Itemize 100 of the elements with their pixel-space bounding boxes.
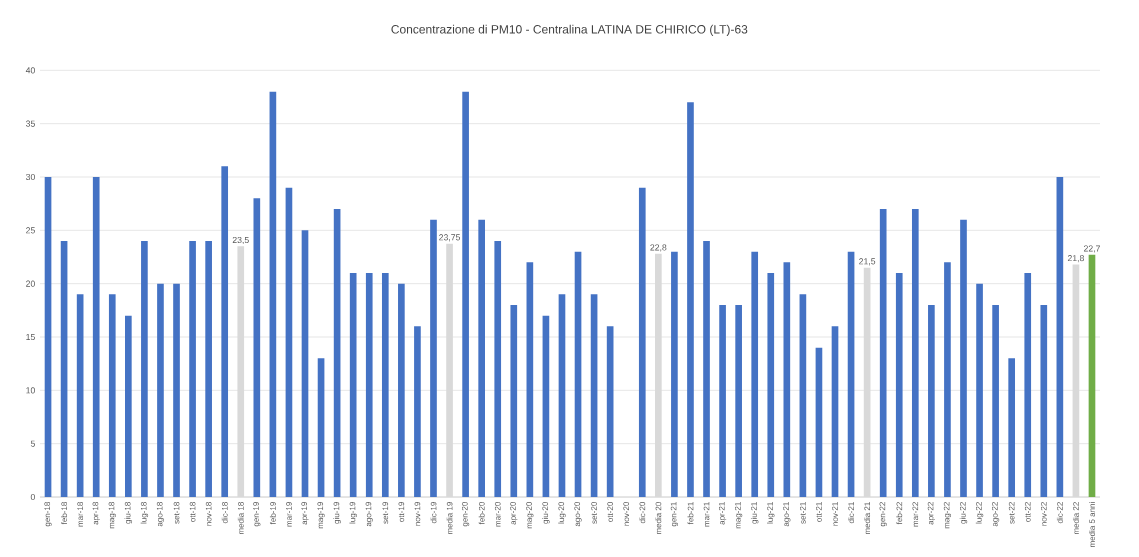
- bar: [687, 102, 694, 497]
- bar: [414, 326, 421, 497]
- x-tick-label: mar-18: [77, 502, 83, 527]
- x-tick-label: giu-20: [542, 502, 550, 524]
- x-tick-label: mar-22: [912, 502, 919, 527]
- bar: [767, 273, 775, 497]
- bar: [253, 198, 261, 497]
- x-tick-label: ago-18: [156, 502, 165, 527]
- y-tick-label: 25: [26, 227, 35, 234]
- x-tick-label: set-18: [173, 502, 180, 524]
- x-tick-label: nov-19: [414, 502, 421, 526]
- bar: [879, 209, 887, 497]
- bar: [847, 251, 855, 497]
- bar: [719, 305, 726, 497]
- bar: [976, 283, 983, 497]
- data-label: 21,5: [859, 258, 876, 266]
- x-tick-label: lug-19: [349, 502, 357, 524]
- x-tick-label: feb-22: [896, 502, 903, 525]
- x-tick-label: ago-21: [783, 502, 791, 527]
- x-tick-label: gen-21: [670, 502, 679, 527]
- bar: [269, 91, 277, 497]
- bar: [542, 315, 550, 497]
- bar: [462, 91, 469, 497]
- x-tick-label: mar-19: [286, 502, 292, 527]
- x-tick-label: dic-19: [430, 502, 437, 524]
- y-tick-label: 5: [30, 440, 35, 447]
- y-tick-label: 40: [25, 67, 35, 74]
- x-tick-label: apr-18: [92, 502, 100, 525]
- x-tick-label: ott-19: [398, 502, 405, 522]
- bar: [992, 305, 999, 497]
- x-tick-label: nov-21: [832, 502, 838, 526]
- bar: [606, 326, 614, 497]
- x-tick-label: nov-22: [1040, 502, 1047, 526]
- bar: [141, 241, 148, 497]
- x-tick-label: set-20: [591, 502, 597, 524]
- x-tick-label: nov-20: [623, 502, 630, 526]
- data-label: 22,7: [1083, 245, 1100, 253]
- x-tick-label: giu-21: [750, 502, 759, 524]
- x-tick-label: media 18: [237, 502, 244, 535]
- x-tick-label: gen-19: [253, 502, 261, 527]
- x-tick-label: gen-20: [461, 502, 470, 527]
- bar: [349, 273, 357, 497]
- bar: [205, 241, 212, 497]
- data-label: 23,75: [439, 234, 461, 242]
- x-tick-label: ago-20: [574, 502, 582, 527]
- x-tick-label: ott-20: [607, 502, 613, 522]
- chart-title: Concentrazione di PM10 - Centralina LATINA DE CHIRICO (LT)-63: [391, 24, 748, 36]
- x-tick-label: ott-18: [189, 502, 196, 522]
- x-tick-label: set-19: [382, 502, 389, 524]
- bar: [815, 347, 823, 497]
- y-tick-label: 35: [25, 120, 35, 127]
- x-tick-label: mag-22: [943, 502, 952, 529]
- x-tick-label: lug-18: [140, 502, 149, 524]
- bar: [108, 294, 116, 497]
- bar: [92, 177, 100, 497]
- bar: [671, 251, 678, 497]
- bar: [157, 283, 164, 497]
- x-tick-label: set-22: [1008, 502, 1015, 524]
- x-tick-label: media 21: [864, 502, 871, 535]
- bar: [301, 230, 309, 497]
- bar: [60, 241, 68, 497]
- y-tick-label: 15: [26, 333, 35, 341]
- bar: [333, 209, 341, 497]
- x-tick-label: dic-21: [848, 502, 855, 524]
- x-tick-label: feb-18: [61, 502, 68, 525]
- x-tick-label: feb-21: [687, 502, 694, 525]
- bar: [1040, 305, 1048, 497]
- bar: [510, 305, 518, 497]
- bar: [125, 315, 132, 497]
- bar: [928, 305, 935, 497]
- x-tick-label: mag-21: [735, 502, 743, 529]
- bar: [494, 241, 502, 497]
- data-label: 22,8: [650, 244, 667, 252]
- data-label: 23,5: [232, 236, 249, 245]
- bar: [703, 241, 710, 497]
- x-tick-label: lug-22: [975, 502, 984, 524]
- bar: [44, 177, 52, 497]
- x-tick-label: mar-21: [703, 502, 710, 527]
- bar: [783, 262, 791, 497]
- bar: [1088, 254, 1096, 497]
- x-tick-label: apr-19: [301, 502, 309, 525]
- bar: [365, 273, 373, 497]
- bar: [944, 262, 951, 497]
- x-tick-label: lug-20: [558, 502, 566, 524]
- bar: [285, 187, 293, 497]
- bar: [751, 251, 759, 497]
- x-tick-label: mag-20: [526, 502, 534, 529]
- x-tick-label: media 5 anni: [1089, 502, 1095, 547]
- y-tick-label: 0: [30, 493, 35, 501]
- x-tick-label: apr-20: [510, 502, 518, 525]
- x-tick-label: apr-22: [927, 502, 935, 525]
- y-tick-label: 10: [26, 387, 35, 394]
- x-tick-label: ott-21: [816, 502, 822, 522]
- x-tick-label: dic-22: [1056, 502, 1063, 524]
- x-tick-label: giu-18: [124, 502, 133, 524]
- x-tick-label: giu-22: [959, 502, 968, 524]
- x-tick-label: nov-18: [205, 502, 212, 526]
- x-tick-label: mag-18: [108, 502, 116, 529]
- bar: [189, 241, 196, 497]
- x-tick-label: gen-22: [879, 502, 887, 527]
